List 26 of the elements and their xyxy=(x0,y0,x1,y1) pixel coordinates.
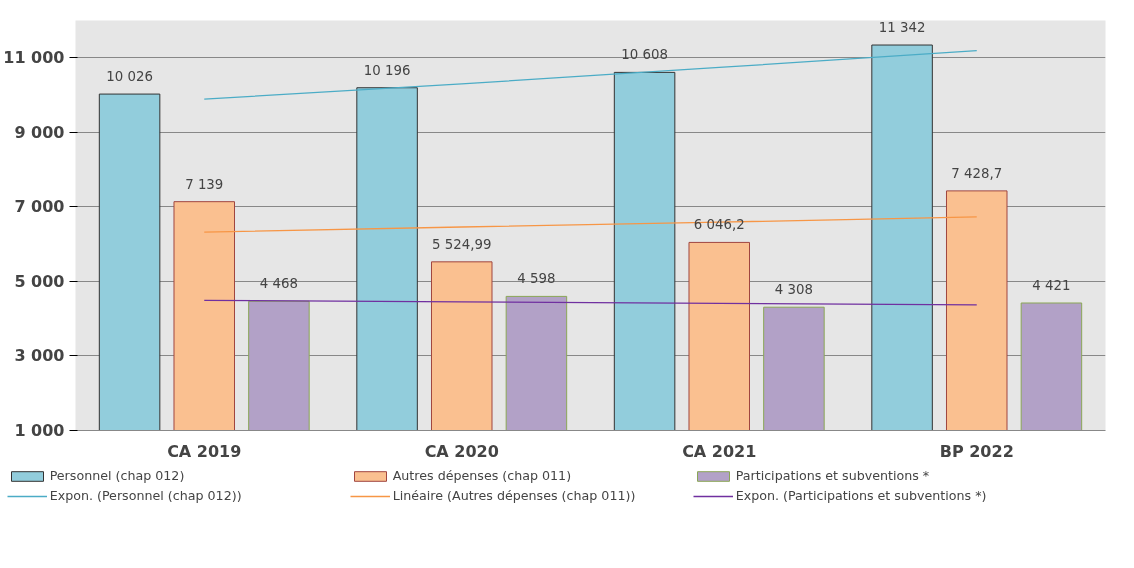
data-label: 11 342 xyxy=(878,20,926,36)
data-label: 10 196 xyxy=(363,62,411,78)
line-series xyxy=(203,50,978,100)
legend-label: Linéaire (Autres dépenses (chap 011)) xyxy=(392,488,637,503)
line-series xyxy=(203,216,978,233)
y-tick-label: 7 000 xyxy=(14,197,65,217)
x-tick-label: CA 2019 xyxy=(167,441,242,461)
legend-label: Personnel (chap 012) xyxy=(49,468,186,483)
legend-label: Autres dépenses (chap 011) xyxy=(392,468,573,483)
y-tick-label: 9 000 xyxy=(14,122,65,142)
data-label: 7 428,7 xyxy=(951,165,1003,181)
x-tick-label: CA 2021 xyxy=(682,441,757,461)
data-label: 5 524,99 xyxy=(432,236,492,252)
data-label: 10 026 xyxy=(106,69,153,85)
y-tick-label: 5 000 xyxy=(14,271,65,291)
data-label: 4 421 xyxy=(1032,277,1071,293)
legend-label: Participations et subventions * xyxy=(735,468,931,483)
legend-label: Expon. (Personnel (chap 012)) xyxy=(49,488,243,503)
y-tick-label: 11 000 xyxy=(3,48,65,68)
y-tick-label: 1 000 xyxy=(14,421,65,440)
x-tick-label: BP 2022 xyxy=(939,441,1014,461)
data-label: 7 139 xyxy=(185,176,224,192)
y-tick-label: 3 000 xyxy=(14,346,65,366)
x-tick-label: CA 2020 xyxy=(424,441,499,461)
data-label: 4 308 xyxy=(774,282,813,298)
legend-label: Expon. (Participations et subventions *) xyxy=(735,488,988,503)
